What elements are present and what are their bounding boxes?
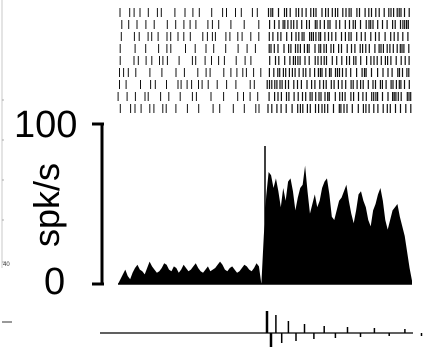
- left-subplot-remnant: [1, 0, 12, 323]
- spike-raster: [117, 8, 412, 113]
- stray-tick-label: 40: [3, 262, 10, 268]
- waveform-trace: [100, 311, 423, 347]
- y-tick-label-100: 100: [14, 104, 78, 146]
- y-axis: [92, 122, 104, 286]
- y-tick-label-0: 0: [44, 261, 66, 303]
- y-axis-label: spk/s: [26, 162, 67, 248]
